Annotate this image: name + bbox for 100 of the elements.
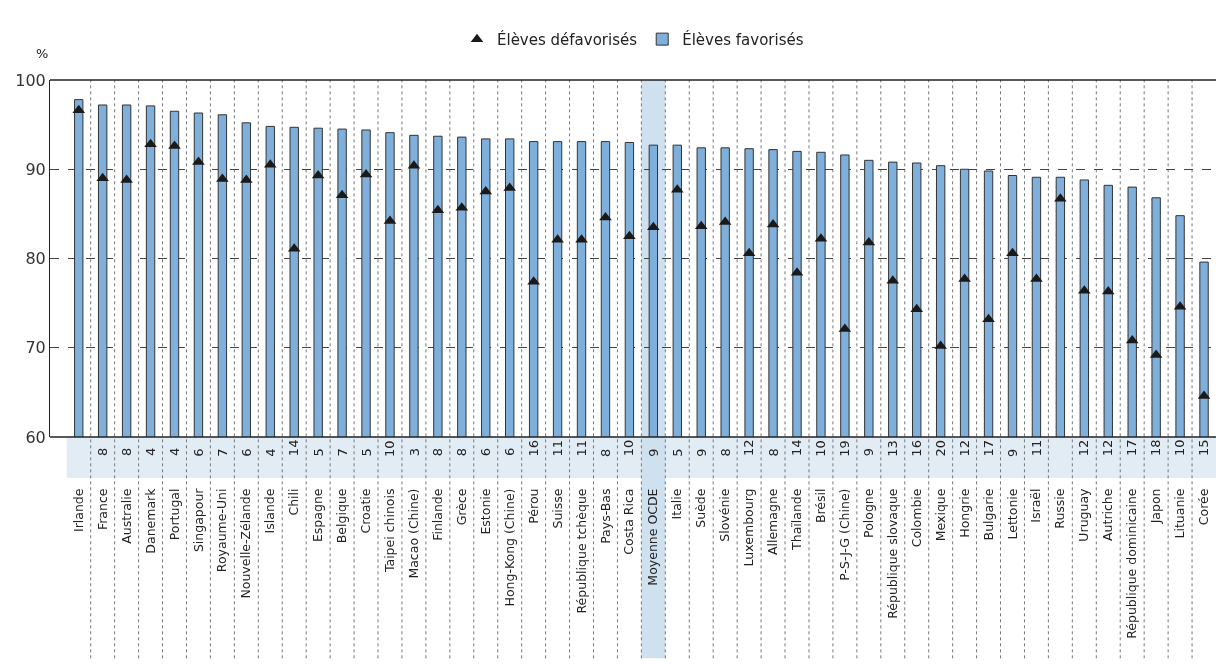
x-tick-label: Hongrie (956, 488, 972, 538)
annotation: 15 (1196, 439, 1212, 456)
point (694, 220, 708, 230)
point (647, 221, 660, 231)
x-tick-label: Belgique (334, 488, 350, 544)
x-tick-label: Islande (262, 488, 278, 534)
annotation: 10 (382, 440, 398, 457)
x-tick-label: Brésil (813, 488, 829, 524)
annotation: 8 (119, 447, 135, 457)
annotation: 11 (1028, 439, 1044, 457)
x-tick-label: Bulgarie (980, 488, 996, 541)
point (862, 236, 876, 246)
x-tick-label: Allemagne (765, 488, 781, 556)
x-tick-label: République tchèque (573, 488, 589, 614)
x-tick-label: Lettonie (1004, 488, 1020, 540)
annotation: 7 (214, 448, 230, 457)
annotation: 8 (95, 447, 111, 457)
y-axis-title: % (36, 46, 49, 61)
y-tick-label: 60 (25, 427, 46, 447)
x-tick-label: Mexique (932, 488, 948, 542)
x-tick-label: Pays-Bas (597, 488, 613, 544)
annotation: 12 (1100, 439, 1116, 457)
x-tick-label: Singapour (190, 487, 206, 553)
annotation: 18 (1148, 439, 1164, 457)
annotation: 16 (908, 440, 924, 457)
annotation: 11 (549, 439, 565, 457)
annotation: 9 (693, 448, 709, 457)
annotation: 10 (621, 439, 637, 457)
x-tick-label: République slovaque (884, 488, 900, 619)
x-tick-label: France (94, 488, 110, 531)
annotation: 4 (262, 448, 278, 457)
y-tick-label: 90 (25, 159, 46, 179)
x-tick-label: Grèce (453, 488, 469, 526)
y-tick-label: 100 (15, 70, 46, 90)
x-tick-label: Espagne (310, 488, 326, 543)
x-tick-label: Luxembourg (741, 488, 757, 567)
annotation: 14 (789, 439, 805, 456)
point (910, 303, 924, 313)
annotation: 5 (310, 448, 326, 457)
annotation: 12 (741, 439, 757, 457)
x-tick-label: P-S-J-G (Chine) (836, 488, 852, 581)
annotation: 6 (478, 447, 494, 457)
annotation: 6 (238, 448, 254, 457)
x-tick-label: Finlande (429, 488, 445, 541)
x-tick-label: Lituanie (1172, 488, 1188, 539)
x-tick-label: Taipei chinois (382, 488, 398, 574)
x-tick-label: Pérou (525, 488, 541, 524)
x-tick-label: Moyenne OCDE (645, 488, 661, 586)
x-tick-label: Japon (1148, 488, 1164, 525)
annotation: 8 (598, 448, 614, 457)
annotation: 8 (765, 448, 781, 457)
annotation: 10 (1172, 439, 1188, 457)
x-tick-label: Uruguay (1076, 487, 1092, 542)
x-tick-label: Chili (286, 488, 302, 516)
x-tick-label: Danemark (142, 487, 158, 554)
x-tick-label: Suisse (549, 488, 565, 529)
annotation: 8 (430, 448, 446, 457)
x-tick-label: Italie (669, 488, 685, 520)
annotation: 8 (454, 447, 470, 457)
x-tick-label: Corée (1196, 488, 1212, 526)
x-tick-label: Macao (Chine) (405, 488, 421, 579)
x-tick-label: Costa Rica (621, 488, 637, 555)
point (431, 204, 445, 214)
annotation: 9 (645, 448, 661, 457)
x-tick-label: Royaume-Uni (214, 488, 230, 573)
legend-label: Élèves défavorisés (497, 29, 638, 49)
annotation: 9 (1005, 448, 1021, 457)
x-tick-label: Russie (1052, 488, 1068, 529)
x-tick-label: Thaïlande (789, 488, 805, 551)
x-tick-label: Nouvelle-Zélande (238, 488, 254, 599)
point (72, 104, 86, 114)
annotation: 5 (669, 448, 685, 457)
x-tick-label: Portugal (166, 488, 182, 541)
annotation: 17 (1124, 439, 1140, 457)
annotation: 4 (167, 447, 183, 456)
annotation: 6 (191, 448, 207, 457)
annotation: 12 (956, 439, 972, 457)
x-tick-label: Irlande (70, 488, 86, 533)
x-tick-label: République dominicaine (1124, 488, 1140, 639)
annotation: 13 (884, 440, 900, 457)
annotation: 12 (1076, 439, 1092, 457)
annotation: 9 (861, 447, 877, 457)
point (144, 138, 157, 148)
x-tick-label: Colombie (908, 488, 924, 548)
annotation: 4 (143, 447, 159, 456)
x-tick-label: Australie (118, 488, 134, 544)
annotation: 20 (932, 440, 948, 457)
legend-label: Élèves favorisés (682, 29, 804, 49)
annotation: 17 (980, 439, 996, 457)
x-tick-label: Pologne (860, 488, 876, 538)
x-tick-label: Autriche (1100, 488, 1116, 541)
y-tick-label: 80 (25, 249, 46, 269)
x-tick-label: Israël (1028, 488, 1044, 523)
annotation: 3 (406, 448, 422, 457)
x-tick-label: Estonie (477, 488, 493, 535)
y-tick-label: 70 (25, 338, 46, 358)
point (599, 211, 612, 221)
annotation: 10 (813, 440, 829, 457)
annotation: 7 (334, 448, 350, 457)
annotation: 5 (358, 448, 374, 457)
